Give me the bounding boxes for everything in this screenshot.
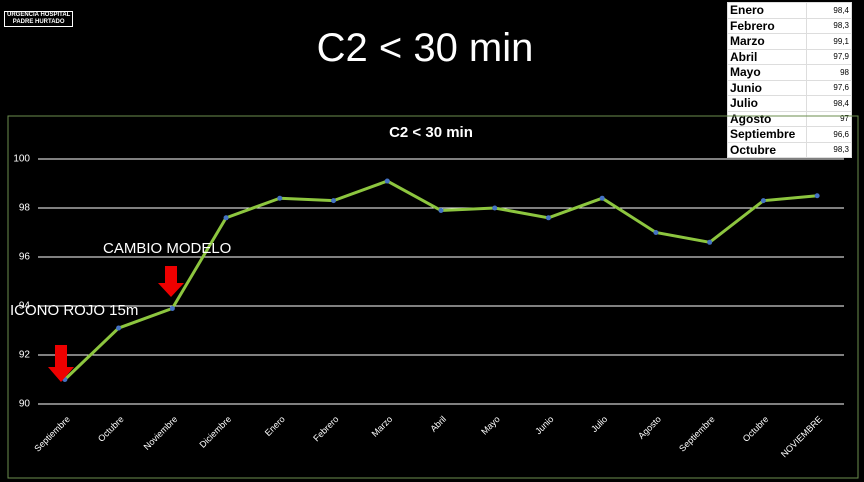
table-month: Octubre — [727, 141, 807, 158]
logo-line: URGENCIA HOSPITAL — [7, 12, 71, 18]
x-tick-label: Agosto — [636, 414, 663, 441]
x-tick-label: Enero — [263, 414, 287, 438]
annotation: CAMBIO MODELO — [103, 240, 231, 257]
data-point — [331, 198, 337, 204]
logo: URGENCIA HOSPITAL PADRE HURTADO — [4, 11, 74, 27]
y-tick-label: 98 — [19, 203, 31, 214]
x-tick-label: Septiembre — [677, 414, 717, 454]
x-tick-label: Febrero — [311, 414, 340, 443]
x-tick-label: Junio — [533, 414, 555, 436]
table-month: Septiembre — [727, 126, 807, 143]
x-tick-label: Julio — [589, 414, 609, 434]
data-table: Enero 98,4 Febrero 98,3 Marzo 99,1 Abril 97,9 Ma… — [727, 2, 852, 158]
data-point — [814, 193, 820, 199]
chart-frame — [7, 115, 859, 479]
x-tick-label: Abril — [428, 414, 448, 434]
data-point — [223, 215, 229, 221]
y-tick-label: 92 — [19, 350, 31, 361]
annotation: ICONO ROJO 15m — [10, 302, 138, 319]
data-point — [599, 195, 605, 201]
y-tick-label: 94 — [19, 301, 31, 312]
data-point — [169, 305, 175, 311]
x-tick-label: Marzo — [370, 414, 395, 439]
x-tick-label: Octubre — [96, 414, 126, 444]
red-arrow — [48, 345, 74, 382]
table-row: Agosto 97 — [727, 110, 852, 127]
slide-title: C2 < 30 min — [316, 26, 534, 70]
y-tick-label: 100 — [13, 154, 30, 165]
chart-title: C2 < 30 min — [389, 124, 473, 141]
data-point — [545, 215, 551, 221]
data-point — [116, 325, 122, 331]
data-point — [707, 239, 713, 245]
x-tick-label: Diciembre — [197, 414, 233, 450]
data-point — [492, 205, 498, 211]
table-row: Julio 98,4 — [727, 95, 852, 112]
table-row: Septiembre 96,6 — [727, 126, 852, 143]
table-value: 98,3 — [806, 141, 852, 158]
data-point — [760, 198, 766, 204]
x-tick-label: Octubre — [741, 414, 771, 444]
x-tick-label: Mayo — [479, 414, 502, 437]
y-tick-label: 96 — [19, 252, 31, 263]
x-tick-label: NOVIEMBRE — [779, 414, 824, 459]
data-point — [653, 230, 659, 235]
table-month: Junio — [727, 79, 807, 96]
table-row: Junio 97,6 — [727, 79, 852, 96]
table-month: Abril — [727, 48, 807, 65]
red-arrow — [158, 266, 184, 297]
data-point — [277, 195, 283, 201]
table-row: Octubre 98,3 — [727, 141, 852, 158]
x-tick-label: Septiembre — [32, 414, 72, 454]
data-point — [384, 178, 390, 184]
data-point — [438, 207, 444, 213]
logo-line: PADRE HURTADO — [12, 19, 65, 25]
y-tick-label: 90 — [19, 399, 31, 410]
x-tick-label: Noviembre — [142, 414, 180, 452]
